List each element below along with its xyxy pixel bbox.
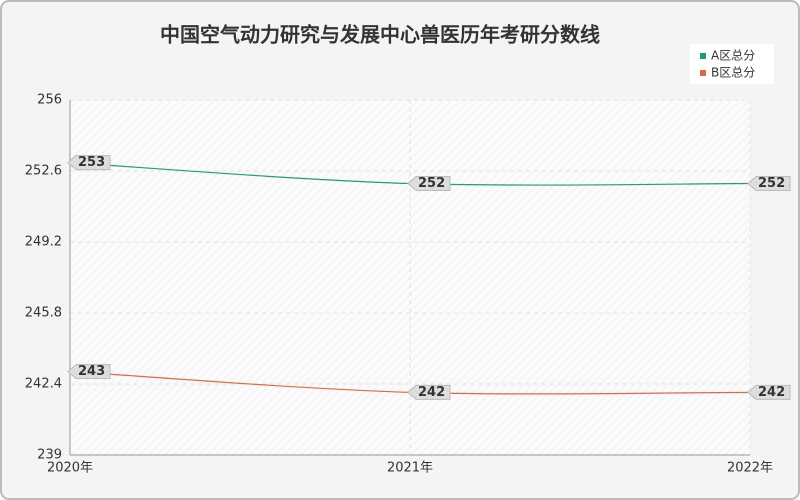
legend [690,44,774,84]
label-box [747,384,791,400]
y-tick-label: 239 [37,448,62,463]
y-tick-label: 252.6 [25,164,62,179]
x-tick-label: 2021年 [387,461,433,476]
y-tick-label: 245.8 [25,306,62,321]
x-tick-label: 2022年 [727,461,773,476]
data-label: 252 [418,176,445,191]
data-label: 242 [418,385,445,400]
label-box [67,363,111,379]
label-box [407,176,451,192]
data-label: 252 [758,176,785,191]
label-box [407,384,451,400]
y-tick-label: 249.2 [25,235,62,250]
y-tick-label: 256 [37,93,62,108]
y-tick-label: 242.4 [25,377,62,392]
data-label: 242 [758,385,785,400]
data-label: 243 [78,364,105,379]
label-box [747,176,791,192]
legend-swatch [700,70,706,76]
data-label: 253 [78,155,105,170]
label-box [67,155,111,171]
chart-title: 中国空气动力研究与发展中心兽医历年考研分数线 [160,23,600,47]
x-tick-label: 2020年 [47,461,93,476]
legend-swatch [700,53,706,59]
legend-label: A区总分 [711,49,755,63]
legend-label: B区总分 [711,66,755,80]
